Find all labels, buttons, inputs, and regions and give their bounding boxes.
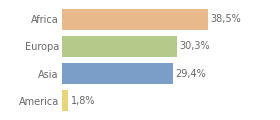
Text: 29,4%: 29,4% [176,69,206,79]
Text: 1,8%: 1,8% [71,96,95,106]
Bar [62,63,173,84]
Bar [62,36,177,57]
Text: 30,3%: 30,3% [179,41,209,51]
Bar [62,9,208,30]
Bar [62,90,68,111]
Text: 38,5%: 38,5% [210,14,241,24]
